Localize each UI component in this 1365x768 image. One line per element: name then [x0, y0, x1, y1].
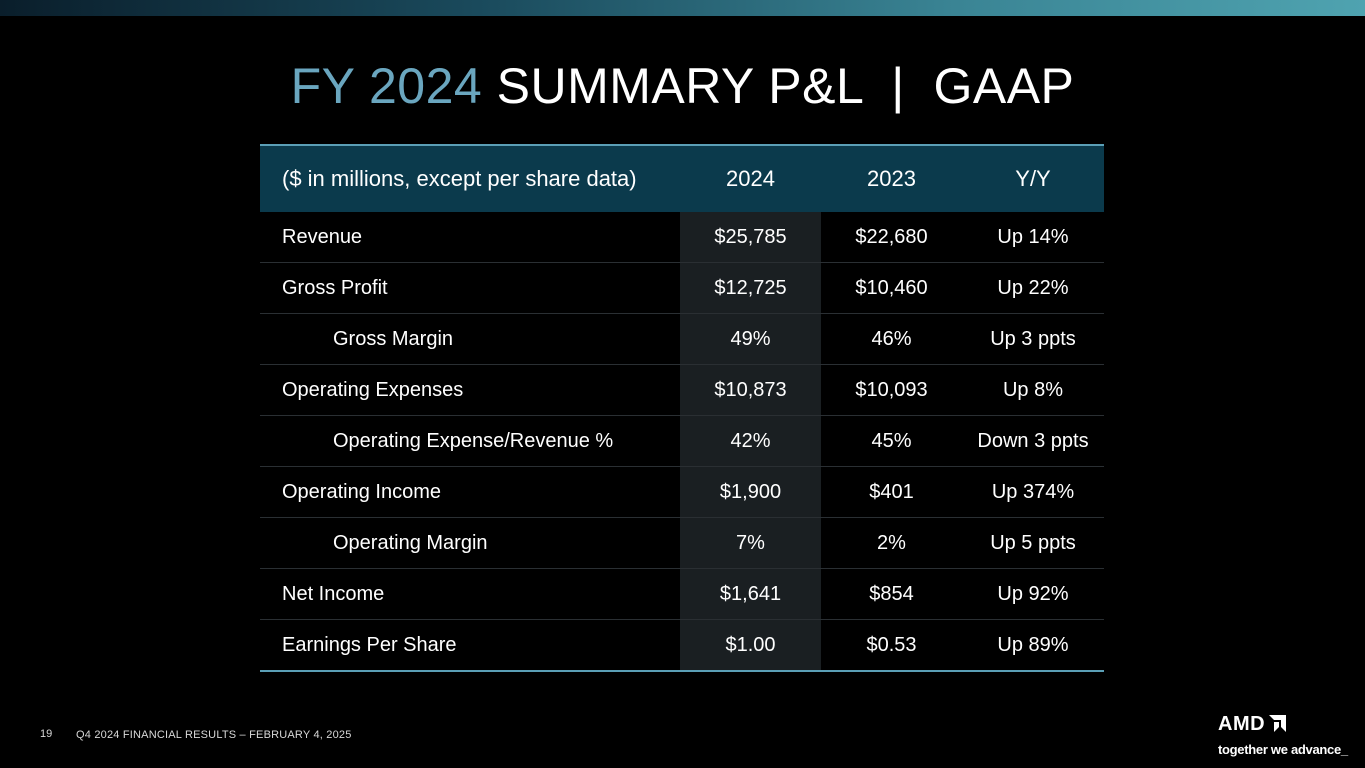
table-row: Operating Expenses $10,873 $10,093 Up 8% — [260, 364, 1104, 416]
table-row: Net Income $1,641 $854 Up 92% — [260, 568, 1104, 620]
footer-text: Q4 2024 FINANCIAL RESULTS – FEBRUARY 4, … — [76, 729, 352, 741]
value-yy: Up 92% — [962, 568, 1104, 620]
value-2024: $10,873 — [680, 364, 821, 416]
header-2023: 2023 — [821, 145, 962, 212]
amd-arrow-icon — [1267, 714, 1287, 739]
table-row: Earnings Per Share $1.00 $0.53 Up 89% — [260, 619, 1104, 671]
row-label: Operating Income — [260, 466, 680, 518]
table-row: Operating Margin 7% 2% Up 5 ppts — [260, 517, 1104, 569]
value-yy: Down 3 ppts — [962, 415, 1104, 467]
value-2024: 49% — [680, 313, 821, 365]
value-yy: Up 14% — [962, 212, 1104, 263]
value-2023: $10,460 — [821, 262, 962, 314]
row-label: Operating Expense/Revenue % — [260, 415, 680, 467]
row-label: Gross Margin — [260, 313, 680, 365]
table-header-row: ($ in millions, except per share data) 2… — [260, 145, 1104, 212]
slide-title: FY 2024 SUMMARY P&L | GAAP — [0, 56, 1365, 116]
value-2024: $1,900 — [680, 466, 821, 518]
value-2024: $25,785 — [680, 212, 821, 263]
header-label: ($ in millions, except per share data) — [260, 145, 680, 212]
table-row: Gross Profit $12,725 $10,460 Up 22% — [260, 262, 1104, 314]
header-2024: 2024 — [680, 145, 821, 212]
amd-logo: AMD together we advance_ — [1218, 713, 1350, 757]
row-label: Gross Profit — [260, 262, 680, 314]
value-yy: Up 374% — [962, 466, 1104, 518]
value-2023: $10,093 — [821, 364, 962, 416]
value-2023: $401 — [821, 466, 962, 518]
title-accent: FY 2024 — [290, 58, 483, 114]
header-yy: Y/Y — [962, 145, 1104, 212]
slide-number: 19 — [40, 728, 53, 740]
value-2023: 45% — [821, 415, 962, 467]
row-label: Operating Margin — [260, 517, 680, 569]
row-label: Revenue — [260, 212, 680, 263]
table-row: Operating Expense/Revenue % 42% 45% Down… — [260, 415, 1104, 467]
summary-pl-table: ($ in millions, except per share data) 2… — [260, 144, 1104, 672]
value-2024: 7% — [680, 517, 821, 569]
value-2024: $12,725 — [680, 262, 821, 314]
table-row: Gross Margin 49% 46% Up 3 ppts — [260, 313, 1104, 365]
logo-tagline: together we advance_ — [1218, 742, 1348, 757]
value-2024: 42% — [680, 415, 821, 467]
value-yy: Up 89% — [997, 633, 1069, 656]
row-label: Earnings Per Share — [282, 633, 457, 656]
value-2024: $1,641 — [680, 568, 821, 620]
value-yy: Up 8% — [962, 364, 1104, 416]
value-2023: 2% — [821, 517, 962, 569]
value-2023: $854 — [821, 568, 962, 620]
value-yy: Up 22% — [962, 262, 1104, 314]
row-label: Net Income — [260, 568, 680, 620]
value-yy: Up 5 ppts — [962, 517, 1104, 569]
value-2023: 46% — [821, 313, 962, 365]
table-row: Operating Income $1,900 $401 Up 374% — [260, 466, 1104, 518]
value-2023: $0.53 — [866, 633, 917, 656]
row-label: Operating Expenses — [260, 364, 680, 416]
logo-wordmark: AMD — [1218, 713, 1266, 735]
value-yy: Up 3 ppts — [962, 313, 1104, 365]
value-2023: $22,680 — [821, 212, 962, 263]
title-rest: SUMMARY P&L | GAAP — [496, 58, 1075, 114]
table-row: Revenue $25,785 $22,680 Up 14% — [260, 212, 1104, 263]
value-2024: $1.00 — [680, 619, 821, 671]
top-gradient-bar — [0, 0, 1365, 16]
